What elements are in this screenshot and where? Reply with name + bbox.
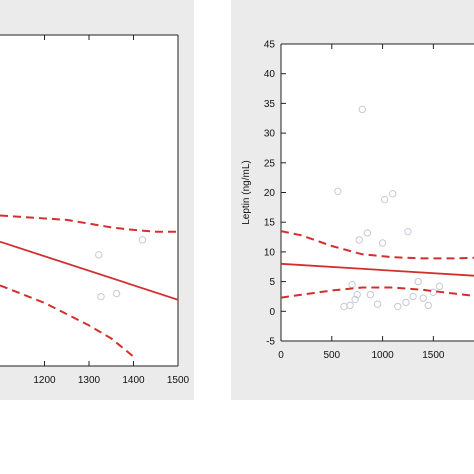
left-data-marks (0, 214, 178, 358)
right-data-point (394, 302, 402, 311)
right-y-tick-label: 20 (264, 188, 276, 199)
right-data-point (358, 105, 366, 114)
right-y-tick-label: 30 (264, 129, 276, 140)
left-ci-upper (0, 214, 178, 233)
right-ci-lower (281, 286, 474, 299)
left-x-tick-label: 1500 (167, 375, 190, 386)
right-data-point (389, 189, 397, 198)
left-data-point (97, 292, 105, 301)
right-data-point (402, 298, 410, 307)
right-y-tick-label: -5 (266, 337, 275, 348)
right-plot-area (281, 44, 474, 341)
right-fit-line (281, 262, 474, 277)
right-x-tick-label: 0 (278, 350, 284, 361)
right-ci-upper (281, 230, 474, 260)
right-data-point (419, 294, 427, 302)
right-data-point (366, 290, 375, 299)
left-plot-area (0, 35, 178, 366)
right-data-marks (281, 105, 474, 311)
right-data-point (373, 300, 382, 308)
left-fit-line (0, 240, 178, 301)
left-ci-lower (0, 284, 135, 358)
right-data-point (435, 282, 444, 291)
right-data-point (355, 236, 363, 244)
right-data-point (353, 290, 361, 299)
right-x-tick-label: 1500 (422, 350, 445, 361)
right-y-tick-label: 45 (264, 40, 276, 51)
right-y-tick-label: 0 (269, 307, 275, 318)
left-data-point (112, 289, 121, 298)
right-y-tick-label: 15 (264, 218, 276, 229)
right-data-point (334, 187, 342, 196)
right-y-tick-label: 10 (264, 247, 276, 258)
right-x-tick-label: 500 (323, 350, 340, 361)
right-y-tick-label: 25 (264, 158, 276, 169)
right-data-point (414, 277, 422, 286)
right-data-point (378, 239, 387, 247)
right-y-tick-label: 40 (264, 69, 276, 80)
left-x-tick-label: 1200 (33, 375, 56, 386)
left-x-tick-label: 1400 (122, 375, 145, 386)
right-data-point (363, 229, 372, 237)
right-x-tick-label: 1000 (371, 350, 394, 361)
right-y-tick-label: 5 (269, 277, 275, 288)
left-data-point (95, 251, 103, 259)
right-y-tick-label: 35 (264, 99, 276, 110)
right-y-axis-label: Leptin (ng/mL) (241, 160, 252, 224)
right-data-point (380, 195, 389, 204)
right-data-point (346, 301, 354, 310)
right-data-point (404, 228, 412, 236)
left-data-point (138, 236, 147, 244)
right-data-point (351, 295, 359, 304)
right-data-point (424, 301, 432, 310)
right-data-point (409, 292, 417, 301)
left-x-tick-label: 1300 (78, 375, 101, 386)
